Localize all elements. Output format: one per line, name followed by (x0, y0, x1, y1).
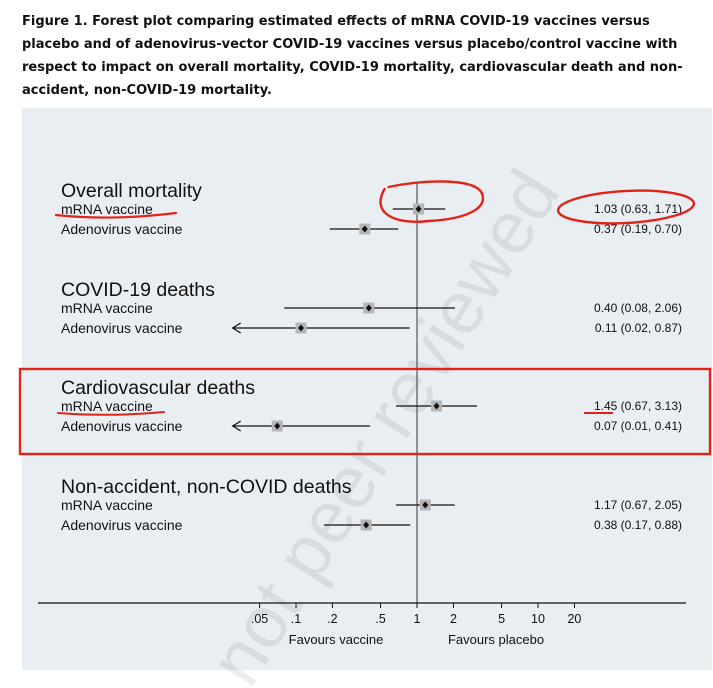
chart-panel (22, 108, 712, 670)
estimate-label: 0.11 (0.02, 0.87) (595, 321, 682, 335)
estimate-label: 1.17 (0.67, 2.05) (594, 498, 682, 512)
row-label: mRNA vaccine (61, 398, 153, 414)
x-tick-label: .5 (375, 612, 385, 626)
plot-layer: .05 .1 .2 .5 1 2 5 10 20 Favours vaccine Favours p… (38, 180, 686, 647)
group-title: Non-accident, non-COVID deaths (61, 476, 352, 498)
point-estimate (361, 225, 368, 233)
watermark-text: not peer reviewed (193, 156, 575, 688)
favours-vaccine-label: Favours vaccine (289, 632, 384, 647)
x-tick-label: 10 (531, 612, 545, 626)
red-circle-annotation (556, 189, 696, 225)
x-tick-label: .1 (291, 612, 301, 626)
x-tick-label: 20 (567, 612, 581, 626)
ci-clip-arrow (231, 420, 242, 432)
estimate-label: 0.38 (0.17, 0.88) (594, 518, 682, 532)
row-label: Adenovirus vaccine (61, 517, 183, 533)
point-estimate (365, 304, 372, 312)
favours-placebo-label: Favours placebo (448, 632, 544, 647)
group-title: COVID-19 deaths (61, 279, 215, 301)
x-tick-label: .2 (327, 612, 337, 626)
figure-caption: Figure 1. Forest plot comparing estimate… (22, 14, 683, 98)
x-tick-label: 1 (414, 612, 421, 626)
red-circle-annotation (379, 180, 485, 223)
estimate-label: 0.40 (0.08, 2.06) (594, 301, 682, 315)
row-label: mRNA vaccine (61, 300, 153, 316)
point-estimate (298, 324, 305, 332)
estimate-label: 0.07 (0.01, 0.41) (594, 419, 682, 433)
annotation-layer (18, 180, 712, 456)
group-title: Overall mortality (61, 180, 202, 202)
red-underline-annotation (54, 211, 178, 219)
row-label: mRNA vaccine (61, 497, 153, 513)
x-tick-label: .05 (251, 612, 268, 626)
row-label: Adenovirus vaccine (61, 320, 183, 336)
row-label: mRNA vaccine (61, 201, 153, 217)
row-label: Adenovirus vaccine (61, 221, 183, 237)
point-estimate (422, 501, 429, 509)
estimate-label: 0.37 (0.19, 0.70) (594, 222, 682, 236)
estimate-label: 1.03 (0.63, 1.71) (594, 202, 682, 216)
point-estimate (433, 402, 440, 410)
red-box-annotation (18, 367, 712, 456)
x-tick-label: 5 (498, 612, 505, 626)
x-tick-label: 2 (450, 612, 457, 626)
red-underline-annotation (57, 411, 165, 416)
point-estimate (274, 422, 281, 430)
point-estimate (415, 205, 422, 213)
ci-clip-arrow (231, 322, 242, 334)
group-title: Cardiovascular deaths (61, 377, 255, 399)
point-estimate (363, 521, 370, 529)
estimate-label: 1.45 (0.67, 3.13) (594, 399, 682, 413)
row-label: Adenovirus vaccine (61, 418, 183, 434)
